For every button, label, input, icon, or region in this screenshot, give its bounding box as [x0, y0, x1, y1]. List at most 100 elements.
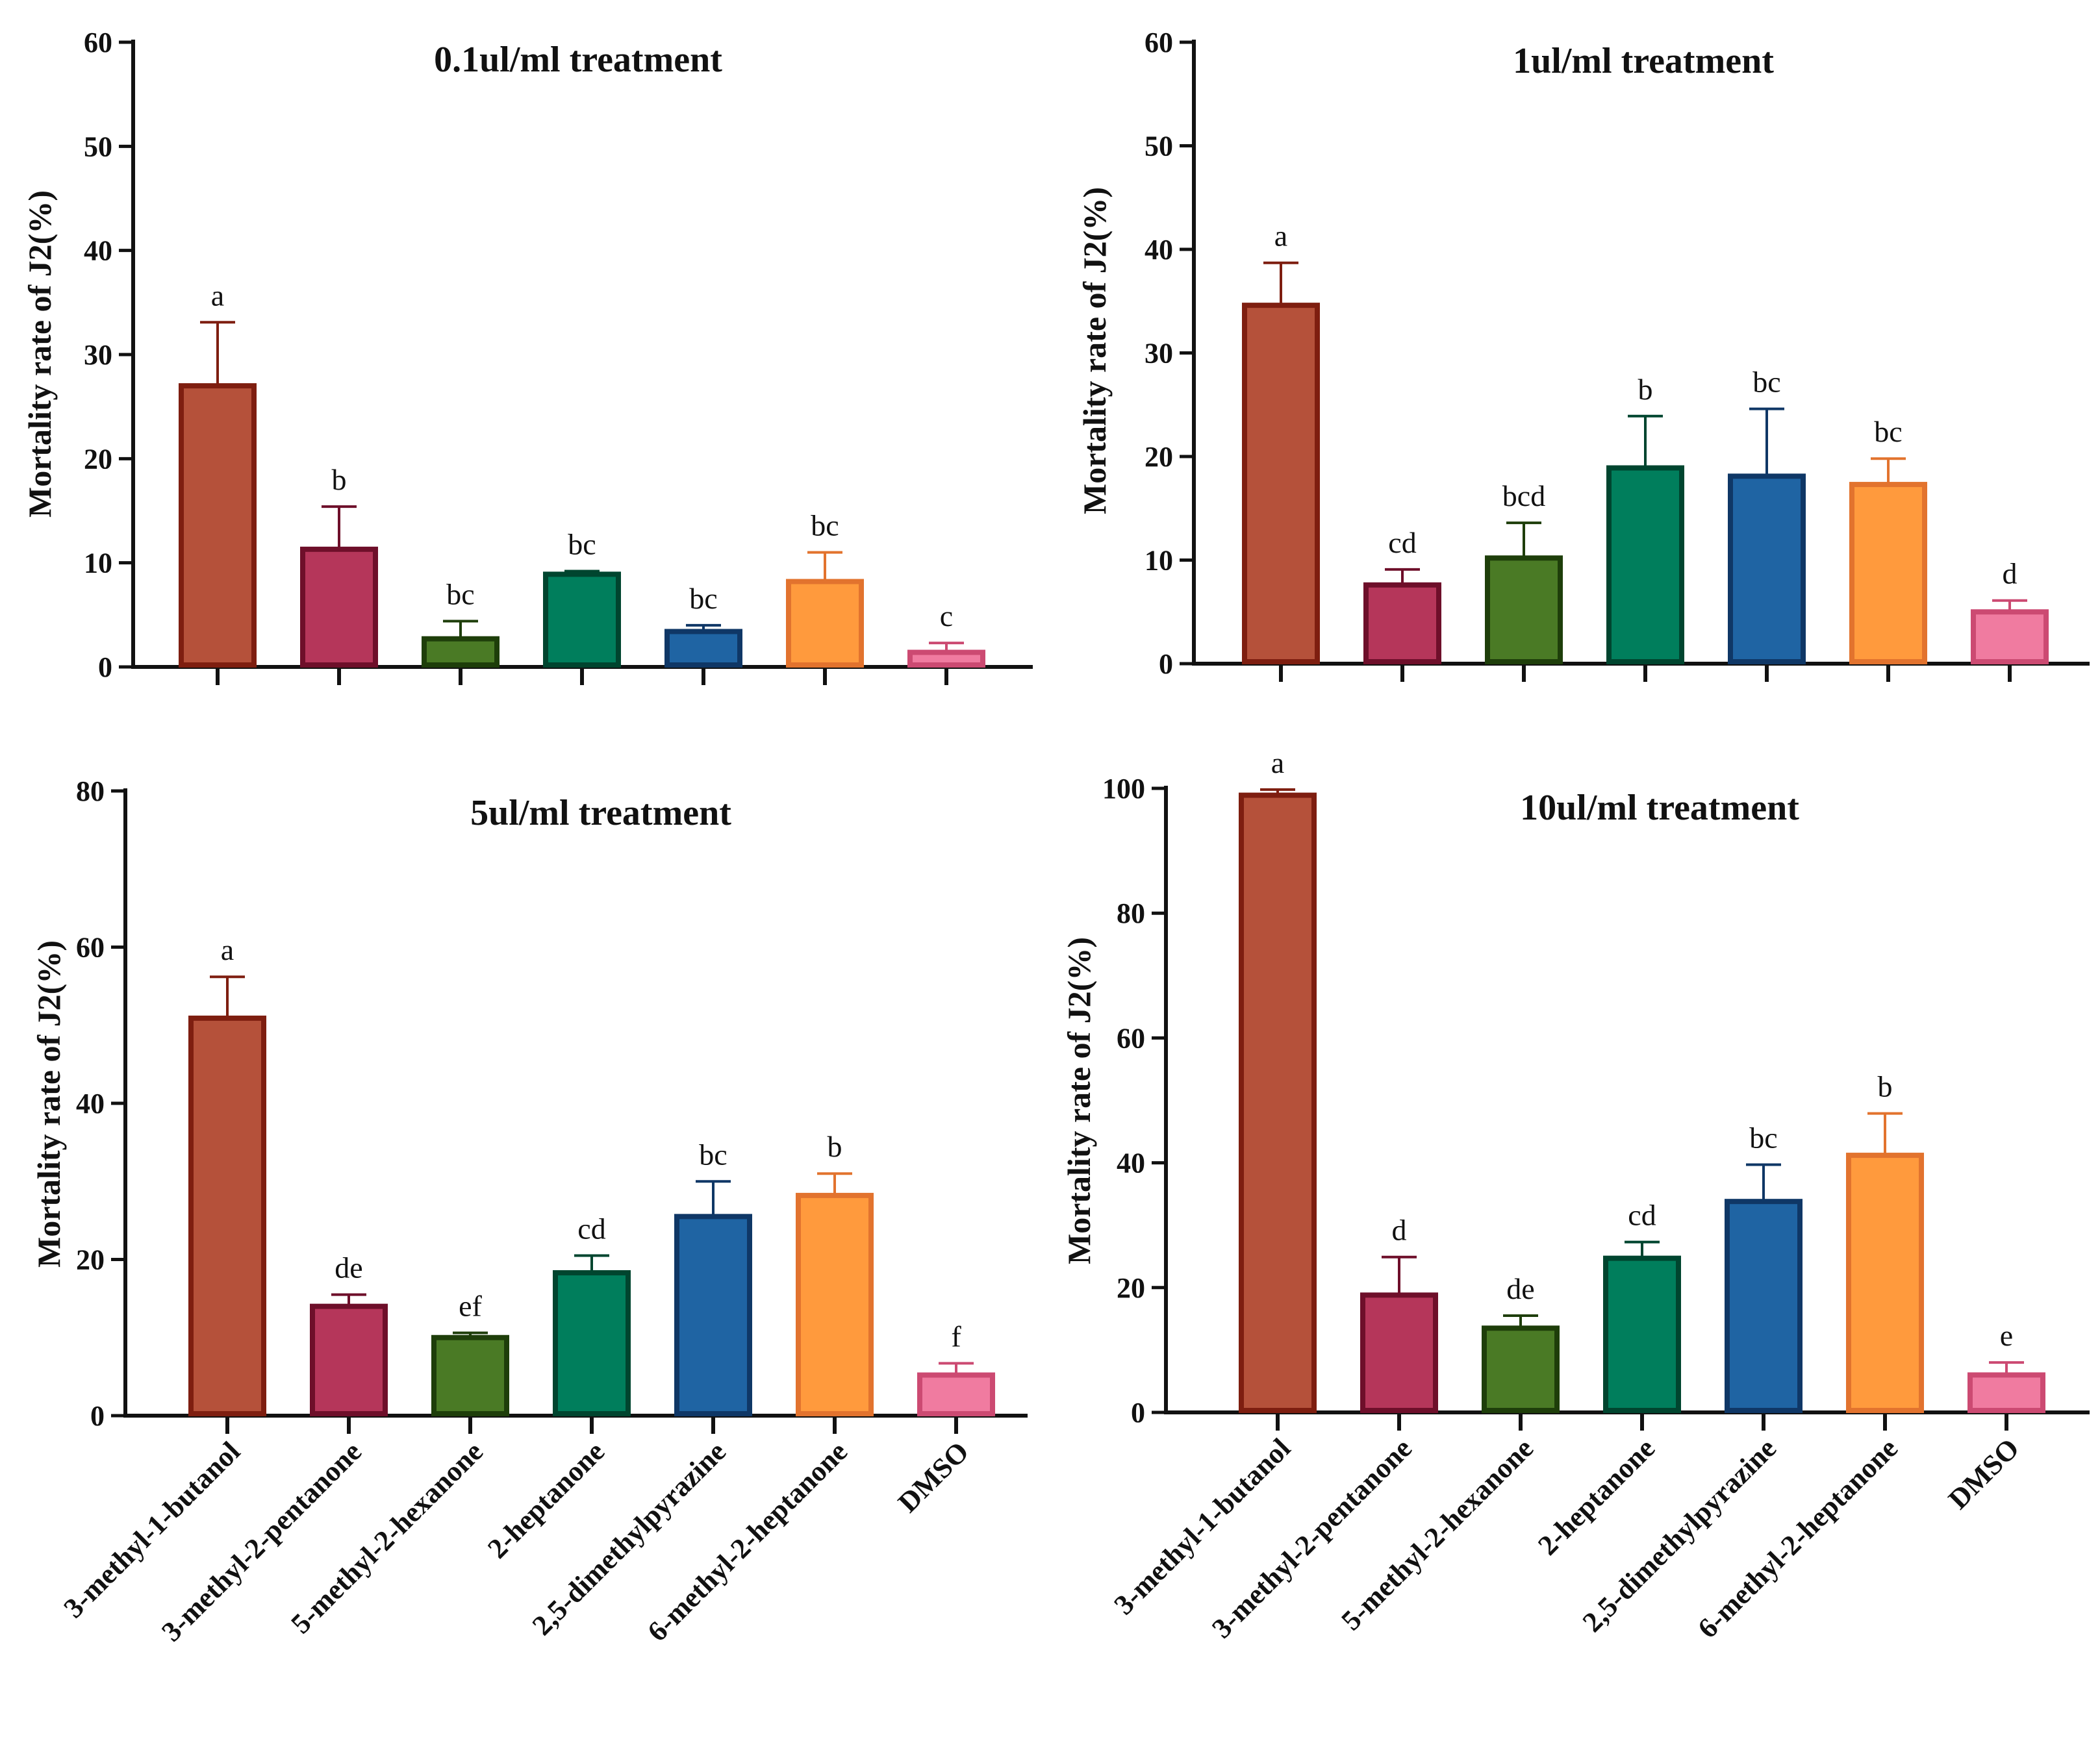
- bar-5-methyl-2-hexanone: [422, 636, 500, 668]
- y-tick-label: 30: [84, 339, 112, 371]
- y-tick-label: 10: [84, 547, 112, 579]
- y-tick-label: 0: [98, 651, 112, 683]
- chart-title: 0.1ul/ml treatment: [434, 40, 722, 80]
- bar-3-methyl-1-butanol: [1239, 792, 1317, 1414]
- category-label-2-heptanone: 2-heptanone: [1532, 1432, 1661, 1561]
- significance-label-3-methyl-1-butanol: a: [1274, 219, 1287, 253]
- y-tick-label: 80: [1117, 897, 1145, 929]
- significance-label-3-methyl-1-butanol: a: [1271, 746, 1284, 779]
- bar-6-methyl-2-heptanone: [796, 1192, 874, 1417]
- chart-title: 1ul/ml treatment: [1513, 41, 1774, 81]
- significance-label-2-5-dimethylpyrazine: bc: [1749, 1121, 1777, 1154]
- significance-label-dmso: c: [940, 599, 953, 633]
- category-label-6-methyl-2-heptanone: 6-methyl-2-heptanone: [1691, 1432, 1904, 1644]
- bar-dmso: [907, 649, 985, 668]
- bar-3-methyl-2-pentanone: [310, 1303, 388, 1417]
- category-label-3-methyl-2-pentanone: 3-methyl-2-pentanone: [1206, 1432, 1418, 1644]
- y-axis-label: Mortality rate of J2(%): [1061, 937, 1097, 1264]
- category-label-3-methyl-2-pentanone: 3-methyl-2-pentanone: [155, 1435, 368, 1647]
- significance-label-3-methyl-1-butanol: a: [211, 279, 224, 312]
- significance-label-3-methyl-2-pentanone: b: [332, 463, 347, 496]
- y-tick-label: 50: [1145, 131, 1173, 162]
- y-tick-label: 60: [76, 932, 105, 964]
- category-label-2-heptanone: 2-heptanone: [481, 1435, 611, 1564]
- significance-label-2-5-dimethylpyrazine: bc: [689, 582, 717, 615]
- bar-2-5-dimethylpyrazine: [664, 629, 742, 668]
- bar-2-heptanone: [543, 571, 621, 668]
- bar-6-methyl-2-heptanone: [1846, 1153, 1924, 1413]
- y-tick-label: 100: [1102, 773, 1145, 805]
- bar-3-methyl-1-butanol: [188, 1015, 266, 1416]
- y-tick-label: 0: [1159, 648, 1173, 680]
- bar-2-heptanone: [553, 1270, 631, 1416]
- bar-dmso: [1971, 609, 2049, 664]
- bar-5-methyl-2-hexanone: [1482, 1325, 1560, 1414]
- bar-3-methyl-2-pentanone: [1360, 1292, 1438, 1414]
- significance-label-2-heptanone: bc: [568, 527, 596, 560]
- significance-label-3-methyl-1-butanol: a: [221, 933, 234, 966]
- y-tick-label: 40: [76, 1088, 105, 1120]
- y-tick-label: 40: [1145, 234, 1173, 266]
- significance-label-3-methyl-2-pentanone: cd: [1388, 526, 1416, 559]
- y-axis-label: Mortality rate of J2(%): [1076, 187, 1113, 514]
- y-tick-label: 20: [1145, 441, 1173, 473]
- bar-3-methyl-1-butanol: [1242, 303, 1320, 664]
- significance-label-2-heptanone: b: [1638, 373, 1653, 406]
- panel-5ul-ml: 5ul/ml treatment Mortality rate of J2(%) 0…: [31, 775, 1028, 1647]
- panel-1ul-ml: 1ul/ml treatment Mortality rate of J2(%) 0…: [1076, 27, 2090, 682]
- bar-3-methyl-2-pentanone: [300, 546, 378, 668]
- significance-label-6-methyl-2-heptanone: b: [1878, 1070, 1893, 1103]
- significance-label-2-5-dimethylpyrazine: bc: [699, 1138, 727, 1171]
- bar-2-5-dimethylpyrazine: [1728, 473, 1806, 664]
- bar-2-heptanone: [1603, 1255, 1681, 1414]
- chart-title: 5ul/ml treatment: [470, 793, 731, 833]
- significance-label-2-5-dimethylpyrazine: bc: [1752, 366, 1780, 399]
- y-tick-label: 20: [76, 1244, 105, 1276]
- bar-6-methyl-2-heptanone: [786, 579, 864, 668]
- bar-3-methyl-2-pentanone: [1363, 582, 1441, 665]
- y-tick-label: 0: [1131, 1397, 1145, 1429]
- y-tick-label: 60: [1145, 27, 1173, 58]
- significance-label-2-heptanone: cd: [1628, 1199, 1656, 1232]
- significance-label-3-methyl-2-pentanone: de: [335, 1251, 362, 1284]
- y-tick-label: 50: [84, 131, 112, 162]
- y-tick-label: 10: [1145, 545, 1173, 577]
- significance-label-6-methyl-2-heptanone: bc: [1874, 415, 1902, 448]
- bar-2-heptanone: [1606, 465, 1684, 664]
- y-axis-label: Mortality rate of J2(%): [31, 940, 67, 1268]
- panel-0-1ul-ml: 0.1ul/ml treatment Mortality rate of J2(%…: [21, 27, 1033, 685]
- bar-5-methyl-2-hexanone: [1485, 555, 1563, 664]
- significance-label-5-methyl-2-hexanone: ef: [459, 1290, 482, 1323]
- significance-label-6-methyl-2-heptanone: bc: [811, 509, 839, 542]
- y-tick-label: 30: [1145, 338, 1173, 369]
- bar-dmso: [917, 1372, 995, 1416]
- category-label-6-methyl-2-heptanone: 6-methyl-2-heptanone: [641, 1435, 854, 1647]
- significance-label-2-heptanone: cd: [577, 1212, 605, 1245]
- significance-label-5-methyl-2-hexanone: de: [1506, 1272, 1534, 1305]
- category-label-dmso: DMSO: [892, 1435, 975, 1518]
- significance-label-dmso: e: [2000, 1319, 2013, 1352]
- bar-2-5-dimethylpyrazine: [1725, 1199, 1803, 1413]
- significance-label-5-methyl-2-hexanone: bcd: [1502, 479, 1545, 512]
- significance-label-dmso: f: [951, 1320, 961, 1353]
- y-tick-label: 60: [84, 27, 112, 58]
- y-axis-label: Mortality rate of J2(%): [21, 190, 58, 518]
- y-tick-label: 40: [84, 235, 112, 267]
- bar-dmso: [1967, 1372, 2045, 1414]
- chart-title: 10ul/ml treatment: [1520, 788, 1799, 828]
- y-tick-label: 20: [1117, 1272, 1145, 1304]
- significance-label-3-methyl-2-pentanone: d: [1392, 1214, 1407, 1247]
- y-tick-label: 80: [76, 775, 105, 807]
- y-tick-label: 40: [1117, 1147, 1145, 1179]
- significance-label-6-methyl-2-heptanone: b: [828, 1130, 842, 1163]
- significance-label-dmso: d: [2003, 557, 2018, 590]
- y-tick-label: 60: [1117, 1022, 1145, 1054]
- panel-10ul-ml: 10ul/ml treatment Mortality rate of J2(%)…: [1061, 746, 2090, 1644]
- bar-5-methyl-2-hexanone: [431, 1334, 509, 1416]
- bar-3-methyl-1-butanol: [179, 383, 257, 668]
- y-tick-label: 0: [90, 1400, 105, 1432]
- category-label-dmso: DMSO: [1942, 1432, 2025, 1515]
- y-tick-label: 20: [84, 443, 112, 475]
- bar-6-methyl-2-heptanone: [1849, 482, 1927, 664]
